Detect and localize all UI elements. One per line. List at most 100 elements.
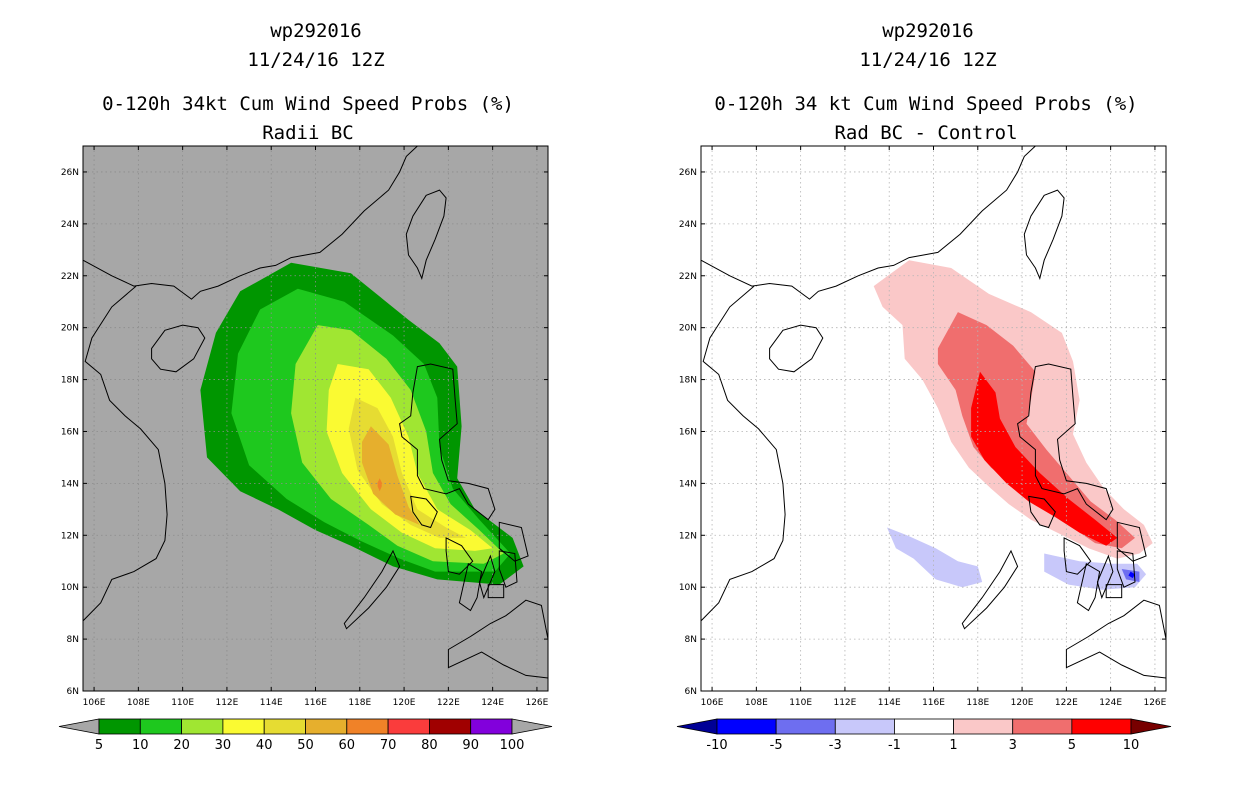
left-xtick-label-116E: 116E: [304, 698, 327, 708]
left-xtick-label-120E: 120E: [393, 698, 416, 708]
left-ytick-label-14N: 14N: [61, 479, 79, 489]
right-ytick-label-8N: 8N: [685, 635, 697, 645]
left-map-panel: 106E 108E 110E 112E 114E 116E 118E 120E 122E 124E…: [61, 145, 549, 708]
left-colorbar-swatch-1: [139, 718, 183, 735]
right-coastline-hainan: [769, 324, 824, 373]
right-xtick-label-120E: 120E: [1011, 698, 1034, 708]
right-colorbar-label-2: -3: [829, 738, 842, 753]
left-colorbar-label-2: 20: [173, 738, 190, 753]
left-chart-subtitle: Radii BC: [262, 122, 354, 144]
right-coastline-cebu: [1096, 554, 1114, 600]
right-colorbar-swatch-1: [775, 718, 836, 735]
left-coastline-china: [83, 146, 418, 300]
right-colorbar-label-0: -10: [706, 738, 727, 753]
left-coastline-panay: [445, 537, 474, 575]
right-chart-subtitle: Rad BC - Control: [834, 122, 1017, 144]
right-colorbar: -10 -5 -3 -1 1 3 5 10: [676, 718, 1172, 753]
left-ytick-label-10N: 10N: [61, 583, 79, 593]
left-colorbar-swatch-2: [181, 718, 224, 735]
left-datetime: 11/24/16 12Z: [247, 49, 384, 71]
right-colorbar-label-6: 5: [1068, 738, 1076, 753]
right-ytick-label-20N: 20N: [679, 324, 697, 334]
left-colorbar-swatch-9: [470, 718, 513, 735]
right-coastline-mindanao: [1065, 599, 1166, 679]
left-storm-center-marker: [377, 478, 383, 489]
left-ytick-label-18N: 18N: [61, 376, 79, 386]
left-xtick-label-110E: 110E: [171, 698, 194, 708]
right-contour-level--1-4: [1044, 553, 1147, 590]
left-coastline-negros: [458, 563, 483, 612]
right-xtick-label-118E: 118E: [966, 698, 989, 708]
right-colorbar-high-end: [1130, 718, 1172, 735]
left-chart-title: 0-120h 34kt Cum Wind Speed Probs (%): [102, 93, 514, 115]
left-coastline-samar: [498, 521, 529, 562]
right-colorbar-swatch-5: [1012, 718, 1073, 735]
right-xtick-label-122E: 122E: [1055, 698, 1078, 708]
right-storm-id: wp292016: [882, 20, 974, 42]
right-coastline-luzon: [1017, 363, 1114, 521]
left-colorbar-label-4: 40: [256, 738, 273, 753]
right-colorbar-low-end: [676, 718, 718, 735]
left-colorbar-label-5: 50: [297, 738, 314, 753]
left-coastline-luzon: [399, 363, 496, 521]
right-coastline-taiwan: [1023, 189, 1065, 280]
right-ytick-label-24N: 24N: [679, 220, 697, 230]
left-colorbar-swatch-5: [305, 718, 348, 735]
right-chart-title: 0-120h 34 kt Cum Wind Speed Probs (%): [714, 93, 1137, 115]
left-colorbar-low-end: [58, 718, 100, 735]
right-xtick-label-106E: 106E: [701, 698, 724, 708]
right-colorbar-label-3: -1: [888, 738, 901, 753]
right-datetime: 11/24/16 12Z: [859, 49, 996, 71]
left-colorbar-label-0: 5: [95, 738, 103, 753]
left-colorbar-label-9: 90: [462, 738, 479, 753]
right-contour-level-10-2: [971, 371, 1118, 546]
right-colorbar-label-5: 3: [1009, 738, 1017, 753]
right-coastline-china: [701, 146, 1036, 300]
right-ytick-label-16N: 16N: [679, 427, 697, 437]
left-ytick-label-6N: 6N: [67, 687, 79, 697]
right-ytick-label-14N: 14N: [679, 479, 697, 489]
left-coastline-mindanao: [447, 599, 548, 679]
left-xtick-label-106E: 106E: [83, 698, 106, 708]
left-xtick-label-124E: 124E: [481, 698, 504, 708]
right-coastline-mindoro: [1028, 495, 1056, 529]
right-contour-level-5-1: [937, 312, 1135, 549]
right-ytick-label-26N: 26N: [679, 168, 697, 178]
left-xtick-label-118E: 118E: [348, 698, 371, 708]
left-xtick-label-126E: 126E: [525, 698, 548, 708]
right-xtick-label-110E: 110E: [789, 698, 812, 708]
left-ytick-label-20N: 20N: [61, 324, 79, 334]
left-colorbar-label-10: 100: [500, 738, 525, 753]
left-coastline-bohol: [487, 584, 505, 599]
left-colorbar-swatch-0: [98, 718, 141, 735]
right-colorbar-swatch-6: [1071, 718, 1132, 735]
right-xtick-label-112E: 112E: [833, 698, 856, 708]
left-ytick-label-8N: 8N: [67, 635, 79, 645]
left-colorbar-swatch-7: [387, 718, 430, 735]
left-colorbar-high-end: [511, 718, 553, 735]
right-ytick-label-6N: 6N: [685, 687, 697, 697]
right-xtick-label-108E: 108E: [745, 698, 768, 708]
left-ytick-label-26N: 26N: [61, 168, 79, 178]
left-coastline-leyte: [498, 550, 518, 588]
right-coastline-samar: [1116, 521, 1147, 562]
right-colorbar-swatch-0: [716, 718, 777, 735]
right-coastline-indochina: [701, 285, 786, 622]
left-ytick-label-24N: 24N: [61, 220, 79, 230]
left-colorbar-label-7: 70: [380, 738, 397, 753]
right-xtick-label-126E: 126E: [1143, 698, 1166, 708]
right-coastline-palawan: [961, 549, 1019, 630]
left-contour-level-50-5: [362, 426, 420, 525]
left-contour-level-40-4: [348, 397, 467, 538]
right-xtick-label-114E: 114E: [878, 698, 901, 708]
right-colorbar-label-4: 1: [949, 738, 957, 753]
right-colorbar-label-7: 10: [1123, 738, 1140, 753]
left-coastline-hainan: [151, 324, 206, 373]
right-colorbar-label-1: -5: [770, 738, 783, 753]
left-xtick-label-108E: 108E: [127, 698, 150, 708]
right-xtick-label-124E: 124E: [1099, 698, 1122, 708]
left-xtick-label-122E: 122E: [437, 698, 460, 708]
right-colorbar-swatch-3: [894, 718, 954, 735]
left-colorbar-swatch-3: [222, 718, 265, 735]
left-colorbar-swatch-8: [428, 718, 472, 735]
